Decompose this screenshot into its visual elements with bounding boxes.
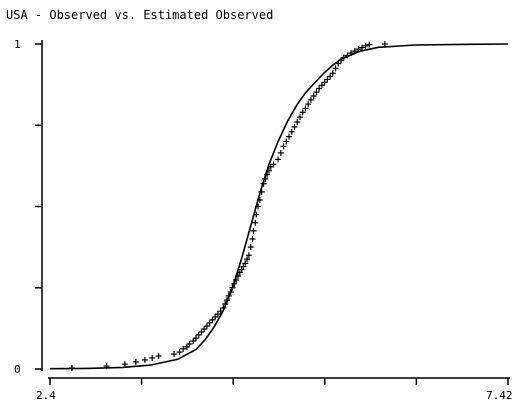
observed-point — [359, 44, 366, 51]
observed-point — [225, 292, 232, 299]
observed-points-layer — [68, 41, 388, 372]
axes — [41, 40, 510, 379]
estimated-curve-layer — [49, 43, 509, 370]
observed-point — [340, 54, 347, 61]
observed-point — [265, 167, 272, 174]
observed-point — [275, 156, 282, 163]
y-tick-label-max: 1 — [14, 38, 21, 51]
observed-point — [296, 114, 303, 121]
observed-point — [307, 96, 314, 103]
observed-point — [103, 363, 110, 370]
observed-point — [318, 82, 325, 89]
observed-point — [260, 180, 267, 187]
observed-point — [255, 203, 262, 210]
observed-point — [294, 119, 301, 125]
observed-point — [250, 227, 257, 234]
observed-point — [253, 211, 260, 218]
y-tick-label-min: 0 — [14, 363, 21, 376]
observed-point — [190, 338, 197, 345]
observed-point — [313, 89, 320, 96]
observed-point — [280, 143, 287, 150]
observed-point — [332, 65, 339, 72]
observed-point — [321, 79, 328, 86]
observed-point — [316, 85, 323, 92]
observed-point — [229, 284, 236, 291]
observed-point — [220, 304, 227, 311]
observed-point — [283, 138, 290, 145]
observed-point — [310, 93, 317, 99]
observed-point — [180, 345, 187, 352]
observed-point — [258, 188, 265, 195]
observed-point — [299, 109, 306, 116]
observed-point — [183, 343, 190, 350]
observed-point — [366, 41, 373, 48]
observed-point — [327, 73, 334, 80]
observed-point — [217, 308, 224, 315]
observed-point — [262, 175, 269, 182]
observed-point — [291, 123, 298, 130]
observed-point — [231, 280, 238, 287]
observed-point — [264, 171, 271, 178]
observed-point — [335, 60, 342, 67]
observed-point — [324, 76, 331, 83]
observed-point — [362, 42, 369, 49]
observed-point — [234, 273, 241, 280]
observed-point — [267, 163, 274, 170]
observed-point — [227, 288, 234, 295]
observed-point — [355, 46, 362, 53]
observed-point — [223, 297, 230, 304]
observed-point — [132, 358, 139, 365]
observed-point — [171, 351, 178, 358]
observed-point — [245, 252, 252, 259]
observed-point — [155, 353, 162, 359]
observed-point — [249, 236, 256, 242]
observed-point — [186, 340, 193, 347]
observed-point — [195, 331, 202, 338]
observed-point — [209, 316, 216, 323]
observed-point — [206, 319, 213, 326]
observed-point — [192, 335, 199, 342]
observed-point — [244, 256, 251, 263]
observed-point — [121, 361, 128, 368]
observed-point — [201, 326, 208, 333]
observed-point — [242, 260, 249, 267]
x-tick-label-min: 2.4 — [36, 389, 56, 402]
observed-point — [198, 328, 205, 335]
observed-point — [176, 349, 183, 356]
chart-title: USA - Observed vs. Estimated Observed — [6, 8, 273, 22]
observed-point — [288, 128, 295, 135]
observed-point — [212, 314, 219, 320]
observed-point — [351, 48, 358, 55]
ticks — [35, 43, 509, 385]
observed-point — [348, 50, 355, 57]
estimated-curve — [49, 43, 509, 370]
observed-point — [381, 41, 388, 47]
observed-point — [68, 365, 75, 372]
observed-point — [344, 52, 351, 59]
observed-point — [149, 354, 156, 361]
observed-point — [240, 263, 247, 270]
observed-point — [305, 101, 312, 108]
observed-point — [270, 161, 277, 168]
observed-point — [286, 133, 293, 140]
observed-point — [247, 244, 254, 251]
observed-point — [277, 149, 284, 156]
x-tick-label-max: 7.42 — [486, 389, 513, 402]
observed-point — [141, 356, 148, 363]
observed-point — [214, 311, 221, 318]
observed-point — [252, 219, 259, 226]
tick-labels: 2.4 7.42 0 1 — [14, 38, 513, 402]
observed-point — [203, 323, 210, 330]
observed-point — [256, 197, 263, 203]
observed-point — [302, 105, 309, 112]
observed-point — [233, 276, 240, 283]
observed-point — [222, 301, 229, 307]
observed-point — [329, 70, 336, 77]
